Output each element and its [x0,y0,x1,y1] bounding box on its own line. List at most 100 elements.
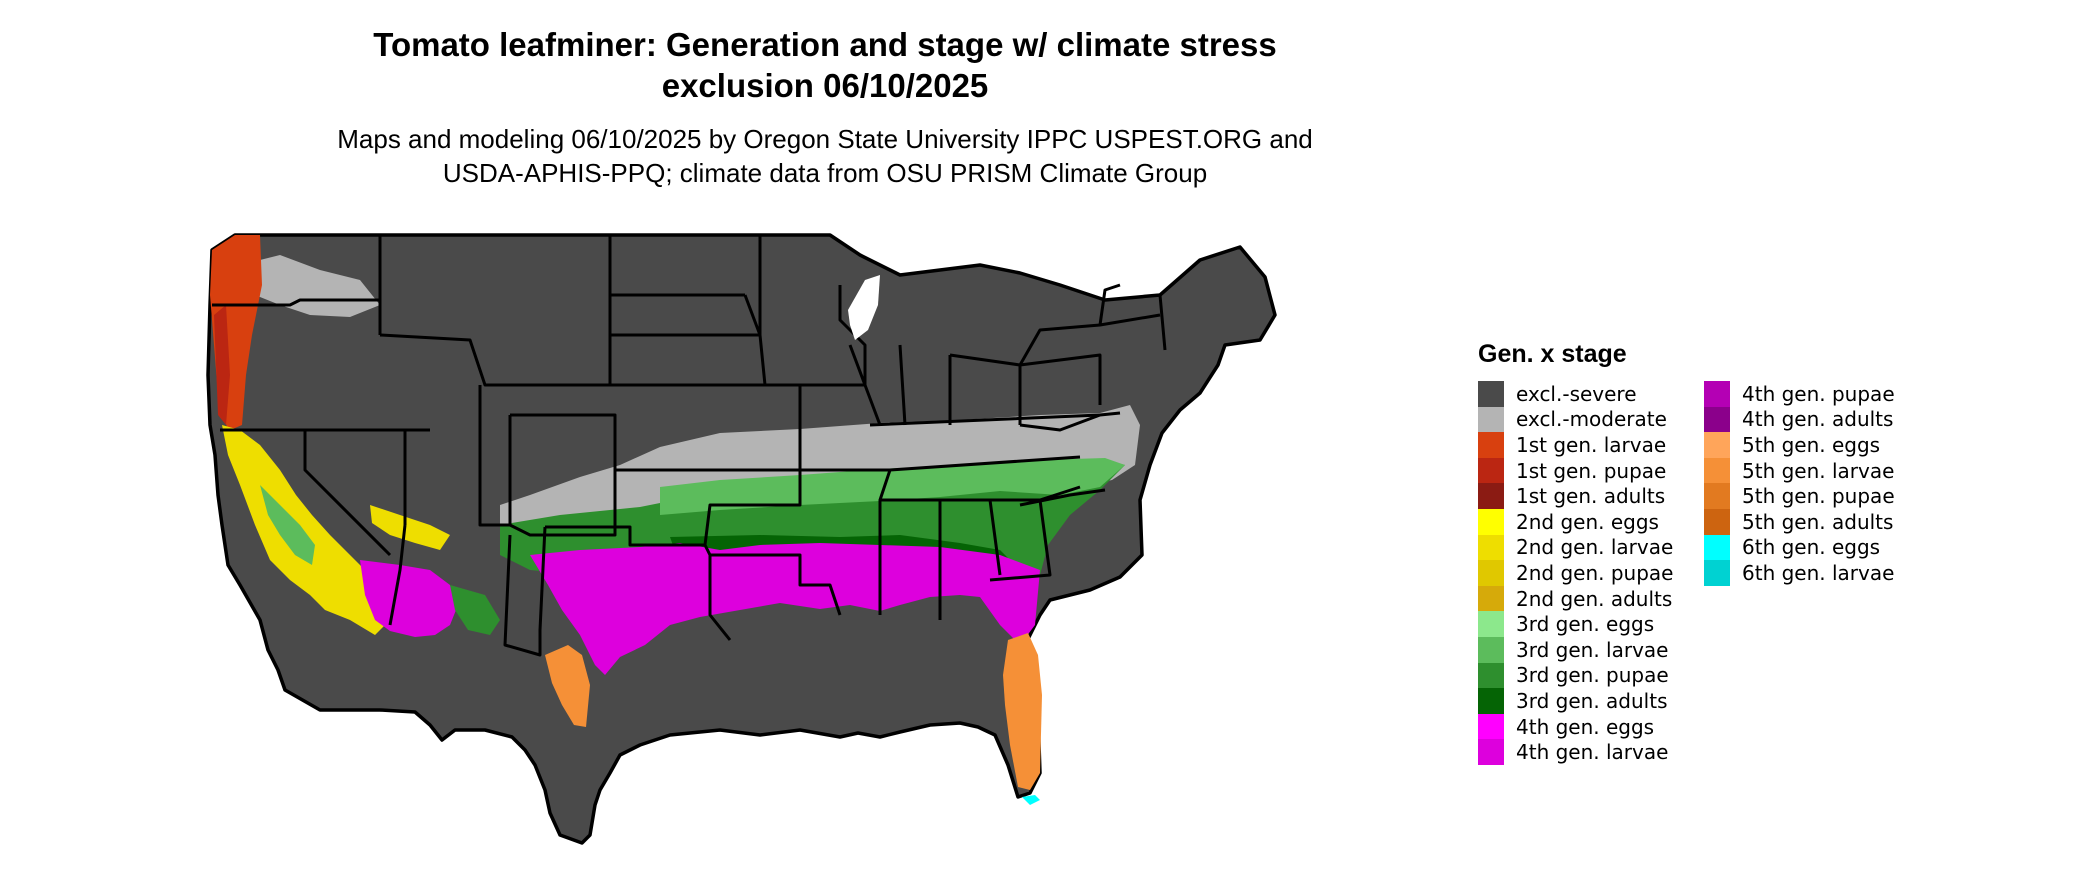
legend-label: 1st gen. adults [1516,484,1666,509]
legend: Gen. x stage excl.-severe excl.-moderate… [1478,340,1920,765]
legend-item: 6th gen. larvae [1704,560,1920,586]
legend-item: 4th gen. adults [1704,406,1920,433]
legend-swatch [1704,534,1730,561]
legend-label: 2nd gen. pupae [1516,560,1674,585]
border-minnesota-iowa [743,285,867,387]
legend-item: 5th gen. adults [1704,508,1920,535]
border-louisiana [710,553,842,616]
legend-label: 5th gen. adults [1742,509,1894,534]
zone-2nd-gen-larvae-southwest [370,505,450,550]
zone-3rd-gen-pupae-southwest [450,585,500,635]
legend-item: 4th gen. eggs [1478,713,1694,740]
legend-swatch [1478,636,1504,663]
border-new-york-ne [1018,283,1167,366]
border-illinois-indiana [848,344,952,426]
legend-item: 5th gen. eggs [1704,432,1920,458]
legend-label: excl.-severe [1516,381,1637,406]
legend-label: 6th gen. eggs [1742,535,1881,560]
legend-label: 5th gen. larvae [1742,458,1895,483]
legend-label: 3rd gen. adults [1516,688,1668,713]
legend-swatch [1478,381,1504,407]
legend-swatch [1478,585,1504,612]
border-colorado [508,413,617,537]
legend-label: 4th gen. larvae [1516,740,1669,765]
legend-item: 1st gen. pupae [1478,457,1694,484]
legend-item: excl.-severe [1478,381,1694,407]
map-title: Tomato leafminer: Generation and stage w… [230,24,1420,106]
legend-item: 4th gen. pupae [1704,381,1920,407]
border-utah-colorado [478,385,510,527]
legend-swatch [1704,406,1730,433]
legend-item: 1st gen. larvae [1478,432,1694,458]
zone-4th-gen-larvae-gulf [530,543,1040,675]
zone-5th-gen-larvae-florida [1003,633,1042,790]
border-texas-east [703,544,732,641]
legend-label: 5th gen. eggs [1742,432,1881,457]
legend-label: 2nd gen. adults [1516,586,1673,611]
zone-3rd-gen-larvae [660,458,1125,515]
legend-swatch [1478,457,1504,484]
legend-swatch [1478,739,1504,765]
legend-label: 4th gen. eggs [1516,714,1655,739]
border-carolinas [1019,485,1106,507]
border-wa-or [212,298,380,307]
legend-label: 3rd gen. larvae [1516,637,1669,662]
legend-swatch [1478,611,1504,637]
legend-label: 4th gen. adults [1742,407,1894,432]
title-line-2: exclusion 06/10/2025 [661,67,989,104]
state-boundaries [212,235,1167,657]
border-nm [503,526,547,657]
subtitle-line-2: USDA-APHIS-PPQ; climate data from OSU PR… [442,158,1208,188]
border-virginia [1019,411,1121,432]
legend-label: 4th gen. pupae [1742,381,1895,406]
zone-6th-gen-eggs-keys [1022,795,1040,805]
us-generation-map [206,233,1277,845]
legend-swatch [1478,483,1504,509]
legend-swatch [1704,432,1730,458]
legend-item: 3rd gen. pupae [1478,662,1694,689]
legend-item: 6th gen. eggs [1704,534,1920,561]
legend-title: Gen. x stage [1478,340,1627,368]
legend-swatch [1478,508,1504,535]
map-subtitle: Maps and modeling 06/10/2025 by Oregon S… [230,122,1420,190]
legend-item: 5th gen. larvae [1704,457,1920,484]
legend-item: 3rd gen. eggs [1478,611,1694,637]
legend-swatch [1478,432,1504,458]
climate-regions [210,235,1140,805]
zone-5th-gen-larvae-texas [545,645,590,727]
border-arizona-nm [388,524,407,626]
legend-swatch [1704,508,1730,535]
legend-swatch [1478,688,1504,714]
legend-swatch [1704,381,1730,407]
legend-label: 1st gen. pupae [1516,458,1667,483]
legend-label: 5th gen. pupae [1742,484,1895,509]
legend-item: 5th gen. pupae [1704,483,1920,509]
legend-item: excl.-moderate [1478,406,1694,433]
legend-swatch [1704,560,1730,586]
legend-swatch [1478,534,1504,561]
zone-4th-gen-larvae-southwest [360,560,458,637]
zone-1st-gen-pupae-coast [214,305,230,425]
legend-swatch [1478,662,1504,689]
legend-item: 3rd gen. larvae [1478,636,1694,663]
zone-3rd-gen-larvae-california [260,485,315,565]
legend-item: 2nd gen. eggs [1478,508,1694,535]
legend-column-2: 4th gen. pupae 4th gen. adults 5th gen. … [1704,381,1920,765]
border-georgia-florida [989,498,1052,582]
lake-michigan [848,275,880,340]
legend-label: 2nd gen. larvae [1516,535,1674,560]
title-line-1: Tomato leafminer: Generation and stage w… [373,26,1277,63]
border-nebraska-kansas [610,383,802,472]
legend-swatch [1478,406,1504,433]
legend-item: 1st gen. adults [1478,483,1694,509]
legend-label: 3rd gen. eggs [1516,612,1655,637]
legend-swatch [1704,457,1730,484]
border-tennessee-kentucky [869,413,1101,472]
legend-swatch [1704,483,1730,509]
legend-item: 2nd gen. larvae [1478,534,1694,561]
legend-label: 6th gen. larvae [1742,560,1895,585]
subtitle-line-1: Maps and modeling 06/10/2025 by Oregon S… [337,124,1313,154]
legend-swatch [1478,713,1504,740]
legend-item: 2nd gen. pupae [1478,560,1694,586]
legend-swatch [1478,560,1504,586]
